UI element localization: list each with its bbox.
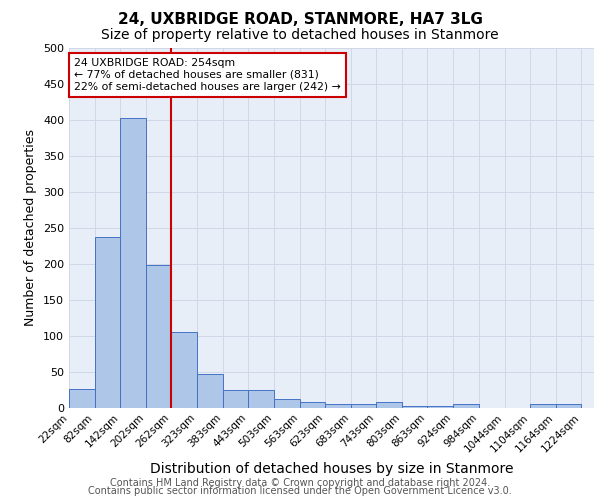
Bar <box>274 399 299 407</box>
Text: 24, UXBRIDGE ROAD, STANMORE, HA7 3LG: 24, UXBRIDGE ROAD, STANMORE, HA7 3LG <box>118 12 482 28</box>
Bar <box>530 404 556 407</box>
Bar <box>197 374 223 408</box>
Bar <box>402 406 427 407</box>
Text: Size of property relative to detached houses in Stanmore: Size of property relative to detached ho… <box>101 28 499 42</box>
Y-axis label: Number of detached properties: Number of detached properties <box>25 129 37 326</box>
Bar <box>223 390 248 407</box>
Bar <box>248 390 274 407</box>
X-axis label: Distribution of detached houses by size in Stanmore: Distribution of detached houses by size … <box>150 462 513 476</box>
Bar <box>120 118 146 408</box>
Bar <box>69 389 95 407</box>
Bar <box>556 404 581 407</box>
Bar <box>376 402 402 407</box>
Bar <box>299 402 325 407</box>
Bar <box>350 404 376 407</box>
Text: 24 UXBRIDGE ROAD: 254sqm
← 77% of detached houses are smaller (831)
22% of semi-: 24 UXBRIDGE ROAD: 254sqm ← 77% of detach… <box>74 58 341 92</box>
Bar <box>146 265 171 408</box>
Bar <box>171 332 197 407</box>
Bar <box>454 404 479 407</box>
Bar <box>95 237 120 408</box>
Bar <box>427 406 453 407</box>
Text: Contains public sector information licensed under the Open Government Licence v3: Contains public sector information licen… <box>88 486 512 496</box>
Bar <box>325 404 350 407</box>
Text: Contains HM Land Registry data © Crown copyright and database right 2024.: Contains HM Land Registry data © Crown c… <box>110 478 490 488</box>
